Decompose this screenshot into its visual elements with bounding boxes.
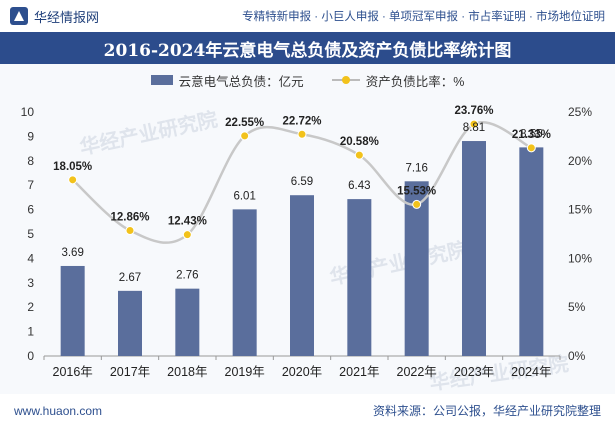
ratio-value-label: 12.43% — [168, 216, 207, 228]
footer-website[interactable]: www.huaon.com — [14, 403, 103, 418]
ratio-point-2023年 — [469, 119, 479, 129]
ratio-value-label: 12.86% — [110, 211, 149, 223]
legend-bar-swatch — [150, 75, 173, 85]
bar-2024年 — [519, 147, 544, 356]
y-right-tick-label: 20% — [568, 154, 592, 168]
ratio-point-2024年 — [526, 143, 536, 153]
bar-2019年 — [232, 209, 257, 356]
x-tick-label: 2024年 — [511, 365, 551, 379]
legend-label-ratio: 资产负债比率：% — [365, 74, 465, 89]
x-tick-label: 2023年 — [454, 365, 494, 379]
x-tick-label: 2020年 — [282, 365, 322, 379]
y-left-tick-label: 6 — [27, 203, 34, 217]
ratio-value-label: 22.72% — [282, 115, 321, 127]
footer: www.huaon.com 资料来源：公司公报，华经产业研究院整理 — [0, 394, 615, 427]
ratio-value-label: 15.53% — [397, 185, 436, 197]
ratio-point-2022年 — [412, 199, 422, 209]
y-left-tick-label: 5 — [27, 227, 34, 241]
chart-title: 2016-2024年云意电气总负债及资产负债比率统计图 — [103, 40, 512, 61]
bar-2018年 — [175, 288, 200, 356]
bar-value-label: 8.55 — [520, 128, 542, 140]
chart-legend: 云意电气总负债：亿元 资产负债比率：% — [0, 70, 615, 90]
ratio-value-label: 22.55% — [225, 117, 264, 129]
bar-2020年 — [290, 195, 314, 356]
ratio-point-2018年 — [182, 230, 192, 240]
legend-item-debt: 云意电气总负债：亿元 — [150, 71, 304, 90]
y-left-tick-label: 0 — [27, 349, 34, 363]
bar-value-label: 3.69 — [61, 247, 83, 259]
bar-value-label: 6.01 — [233, 190, 255, 202]
top-service-links[interactable]: 专精特新申报 · 小巨人申报 · 单项冠军申报 · 市占率证明 · 市场地位证明 — [242, 11, 605, 23]
ratio-point-2020年 — [297, 129, 307, 139]
footer-source: 资料来源：公司公报，华经产业研究院整理 — [372, 404, 601, 418]
y-right-tick-label: 0% — [568, 349, 586, 363]
legend-line-swatch — [331, 75, 360, 85]
ratio-point-2019年 — [240, 131, 250, 141]
ratio-value-label: 20.58% — [340, 136, 379, 148]
y-left-tick-label: 2 — [27, 300, 34, 314]
y-right-tick-label: 15% — [568, 203, 592, 217]
y-left-tick-label: 10 — [21, 105, 35, 119]
bar-2022年 — [404, 181, 429, 356]
top-bar: 华经情报网 专精特新申报 · 小巨人申报 · 单项冠军申报 · 市占率证明 · … — [0, 0, 615, 32]
x-tick-label: 2016年 — [53, 365, 93, 379]
y-left-tick-label: 3 — [27, 276, 34, 290]
ratio-point-2021年 — [354, 150, 364, 160]
bar-value-label: 7.16 — [405, 162, 427, 174]
bar-value-label: 8.81 — [463, 122, 485, 134]
x-tick-label: 2021年 — [339, 365, 379, 379]
bar-value-label: 6.59 — [291, 176, 313, 188]
title-bar: 2016-2024年云意电气总负债及资产负债比率统计图 — [0, 32, 615, 64]
y-left-tick-label: 1 — [27, 325, 34, 339]
x-tick-label: 2018年 — [167, 365, 207, 379]
brand-name: 华经情报网 — [34, 9, 100, 25]
ratio-value-label: 23.76% — [454, 105, 493, 117]
ratio-value-label: 21.33% — [512, 129, 551, 141]
x-tick-label: 2019年 — [225, 365, 265, 379]
bar-value-label: 2.67 — [119, 272, 141, 284]
bar-2021年 — [347, 199, 372, 356]
bar-value-label: 2.76 — [176, 270, 198, 282]
y-left-tick-label: 4 — [27, 251, 34, 265]
ratio-point-2016年 — [68, 175, 78, 185]
y-right-tick-label: 5% — [568, 300, 586, 314]
y-left-tick-label: 8 — [27, 154, 34, 168]
y-right-tick-label: 25% — [568, 105, 592, 119]
y-right-tick-label: 10% — [568, 251, 592, 265]
brand[interactable]: 华经情报网 — [10, 7, 99, 26]
huajing-logo-icon — [10, 7, 28, 25]
legend-item-ratio: 资产负债比率：% — [331, 71, 465, 90]
bar-value-label: 6.43 — [348, 180, 370, 192]
bar-2016年 — [60, 265, 85, 356]
ratio-value-label: 18.05% — [53, 161, 92, 173]
x-tick-label: 2022年 — [397, 365, 437, 379]
y-left-tick-label: 7 — [27, 178, 34, 192]
ratio-point-2017年 — [125, 225, 135, 235]
legend-label-debt: 云意电气总负债：亿元 — [178, 74, 304, 89]
x-tick-label: 2017年 — [110, 365, 150, 379]
y-left-tick-label: 9 — [27, 129, 34, 143]
bar-2023年 — [462, 141, 486, 356]
watermark-text-0: 华经产业研究院 — [78, 107, 220, 160]
bar-2017年 — [118, 290, 142, 356]
